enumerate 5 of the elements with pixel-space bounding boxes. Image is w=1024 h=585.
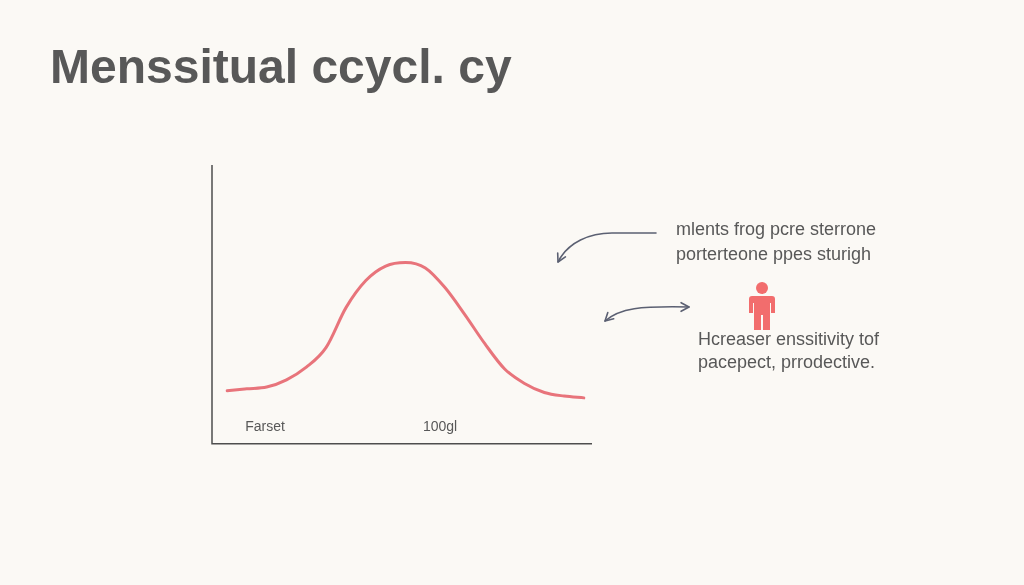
annotation: Farset (245, 418, 285, 434)
text: mlents frog pcre sterrone porterteone ppes sturigh (676, 219, 877, 264)
annotation: 100gl (422, 418, 458, 434)
chart-title: Menssitual ccycl. cy (50, 40, 512, 93)
text: Hcreaser enssitivity tof pacepect, prrodective. (698, 329, 881, 372)
